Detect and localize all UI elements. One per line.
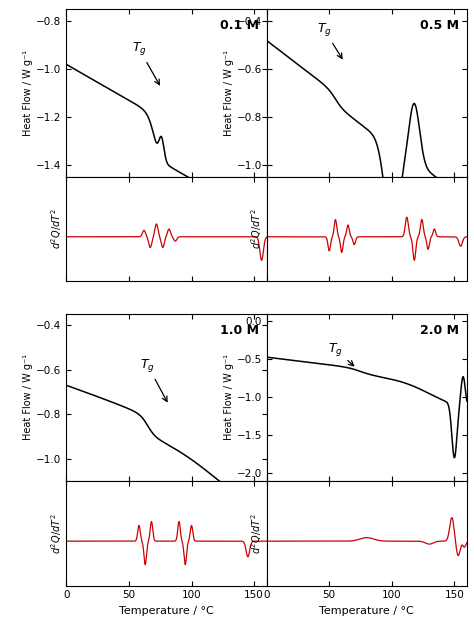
- X-axis label: Temperature / °C: Temperature / °C: [319, 606, 414, 616]
- Text: 0.1 M: 0.1 M: [219, 20, 259, 33]
- Y-axis label: $d^2Q$/$dT^2$: $d^2Q$/$dT^2$: [49, 513, 64, 554]
- Y-axis label: Heat Flow / W g⁻¹: Heat Flow / W g⁻¹: [24, 355, 34, 440]
- Y-axis label: Heat Flow / W g⁻¹: Heat Flow / W g⁻¹: [224, 50, 234, 136]
- Text: $T_g$: $T_g$: [317, 21, 342, 59]
- Text: 1.0 M: 1.0 M: [219, 324, 259, 337]
- Text: $T_g$: $T_g$: [131, 40, 159, 85]
- Y-axis label: $d^2Q$/$dT^2$: $d^2Q$/$dT^2$: [249, 208, 264, 249]
- Y-axis label: $d^2Q$/$dT^2$: $d^2Q$/$dT^2$: [249, 513, 264, 554]
- Text: 2.0 M: 2.0 M: [420, 324, 459, 337]
- Y-axis label: Heat Flow / W g⁻¹: Heat Flow / W g⁻¹: [23, 50, 33, 136]
- X-axis label: Temperature / °C: Temperature / °C: [119, 606, 214, 616]
- Text: 0.5 M: 0.5 M: [420, 20, 459, 33]
- Text: $T_g$: $T_g$: [328, 341, 354, 366]
- Text: $T_g$: $T_g$: [140, 357, 167, 401]
- Y-axis label: $d^2Q$/$dT^2$: $d^2Q$/$dT^2$: [49, 208, 64, 249]
- Y-axis label: Heat Flow / W g⁻¹: Heat Flow / W g⁻¹: [224, 355, 234, 440]
